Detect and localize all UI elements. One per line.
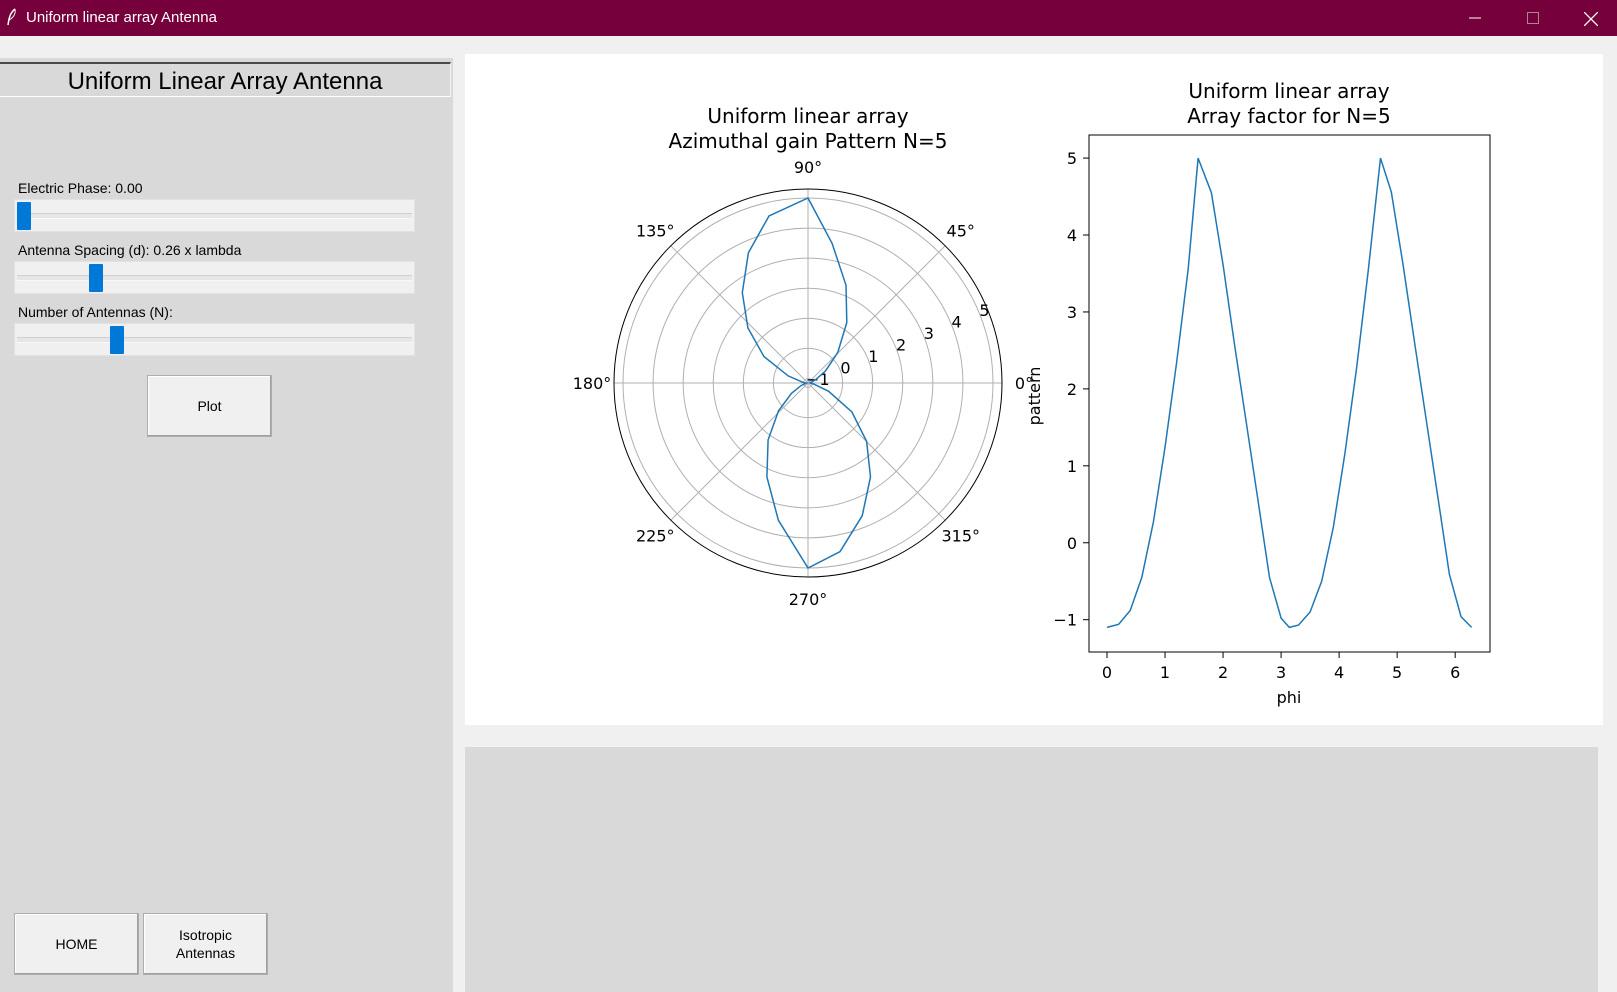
x-tick-label: 4 [1334, 663, 1344, 682]
slider-thumb[interactable] [17, 202, 31, 230]
minimize-button[interactable] [1446, 0, 1504, 36]
control-panel: Uniform Linear Array Antenna Electric Ph… [0, 58, 453, 992]
angular-gridline [807, 245, 946, 384]
isotropic-button-line1: Isotropic [179, 927, 232, 943]
x-tick-label: 2 [1218, 663, 1228, 682]
radial-tick-label: 1 [868, 347, 878, 366]
feather-icon [7, 8, 16, 26]
y-tick-label: 1 [1067, 457, 1077, 476]
x-tick-label: 3 [1276, 663, 1286, 682]
polar-series-line [741, 197, 872, 569]
angle-tick-label: 45° [947, 221, 975, 240]
close-button[interactable] [1562, 0, 1617, 36]
x-axis-label: phi [1277, 688, 1302, 707]
isotropic-button-line2: Antennas [175, 945, 236, 961]
slider-thumb[interactable] [89, 264, 104, 292]
y-axis-ticks: −1 0 1 2 3 4 5 [1053, 149, 1089, 630]
matplotlib-figure: Uniform linear array Azimuthal gain Patt… [573, 79, 1491, 707]
electric-phase-label: Electric Phase: 0.00 [18, 180, 143, 196]
slider-thumb[interactable] [110, 326, 125, 354]
angular-gridline [807, 382, 946, 521]
slider-track [17, 337, 412, 343]
plot-button[interactable]: Plot [147, 375, 272, 437]
array-factor-line [1106, 157, 1473, 629]
cart-title-line2: Array factor for N=5 [1187, 104, 1390, 128]
y-axis-label: pattern [1025, 367, 1044, 426]
slider-track [17, 213, 412, 219]
x-tick-label: 0 [1102, 663, 1112, 682]
angle-tick-label: 135° [636, 221, 675, 240]
polar-title-line1: Uniform linear array [707, 104, 908, 128]
angle-tick-label: 270° [789, 590, 828, 609]
y-tick-label: −1 [1053, 611, 1077, 630]
isotropic-antennas-button[interactable]: Isotropic Antennas [143, 913, 268, 975]
plot-frame [1088, 134, 1491, 653]
panel-title: Uniform Linear Array Antenna [67, 68, 383, 95]
minimize-icon [1469, 17, 1481, 19]
electric-phase-slider[interactable] [14, 199, 415, 232]
radial-tick-label: 2 [896, 335, 906, 354]
angle-tick-label: 315° [941, 527, 980, 546]
num-antennas-label: Number of Antennas (N): [18, 304, 173, 320]
x-tick-label: 1 [1160, 663, 1170, 682]
y-tick-label: 2 [1067, 380, 1077, 399]
y-tick-label: 4 [1067, 226, 1077, 245]
angle-tick-label: 225° [636, 527, 675, 546]
angle-tick-label: 180° [573, 374, 612, 393]
polar-angle-labels: 0° 45° 90° 135° 180° 225° 270° 315° [573, 158, 1033, 609]
radial-tick-label: 0 [840, 358, 850, 377]
slider-track [17, 275, 412, 281]
window-titlebar: Uniform linear array Antenna [0, 0, 1617, 36]
angle-tick-label: 0° [1015, 374, 1033, 393]
maximize-button[interactable] [1504, 0, 1562, 36]
lower-canvas-area [465, 747, 1598, 992]
radial-tick-label: 4 [952, 312, 962, 331]
y-tick-label: 3 [1067, 303, 1077, 322]
angle-tick-label: 90° [794, 158, 822, 177]
angular-gridline [670, 245, 809, 384]
radial-tick-label: 5 [979, 301, 989, 320]
x-tick-label: 5 [1392, 663, 1402, 682]
x-axis-ticks: 0 1 2 3 4 5 6 [1102, 652, 1460, 682]
y-tick-label: 5 [1067, 149, 1077, 168]
x-tick-label: 6 [1450, 663, 1460, 682]
radial-tick-label: 3 [924, 324, 934, 343]
antenna-spacing-label: Antenna Spacing (d): 0.26 x lambda [18, 242, 242, 258]
panel-header: Uniform Linear Array Antenna [0, 62, 451, 97]
home-button[interactable]: HOME [14, 913, 139, 975]
polar-title-line2: Azimuthal gain Pattern N=5 [669, 129, 948, 153]
num-antennas-slider[interactable] [14, 323, 415, 356]
close-icon [1583, 11, 1599, 27]
cart-title-line1: Uniform linear array [1188, 79, 1389, 103]
angular-gridline [670, 382, 809, 521]
polar-plot: Uniform linear array Azimuthal gain Patt… [573, 104, 1033, 609]
array-factor-plot: Uniform linear array Array factor for N=… [1025, 79, 1491, 707]
y-tick-label: 0 [1067, 534, 1077, 553]
plot-canvas: Uniform linear array Azimuthal gain Patt… [465, 54, 1603, 725]
antenna-spacing-slider[interactable] [14, 261, 415, 294]
polar-outer-ring [613, 188, 1003, 578]
maximize-icon [1527, 12, 1539, 24]
window-title: Uniform linear array Antenna [26, 9, 217, 26]
